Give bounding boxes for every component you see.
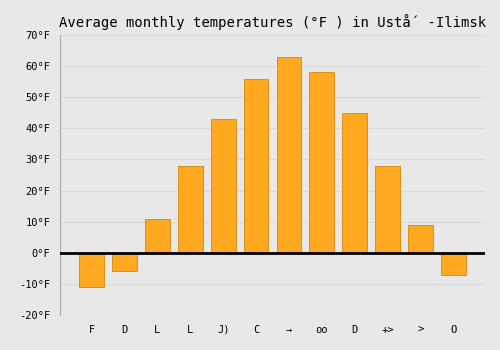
- Bar: [310, 72, 334, 253]
- Bar: [211, 119, 236, 253]
- Bar: [244, 78, 268, 253]
- Bar: [145, 218, 170, 253]
- Bar: [441, 253, 466, 274]
- Bar: [408, 225, 433, 253]
- Bar: [112, 253, 137, 272]
- Bar: [376, 166, 400, 253]
- Bar: [342, 113, 367, 253]
- Bar: [80, 253, 104, 287]
- Bar: [276, 57, 301, 253]
- Title: Average monthly temperatures (°F ) in Ustǻ -Ilimsk: Average monthly temperatures (°F ) in Us…: [59, 14, 486, 30]
- Bar: [178, 166, 203, 253]
